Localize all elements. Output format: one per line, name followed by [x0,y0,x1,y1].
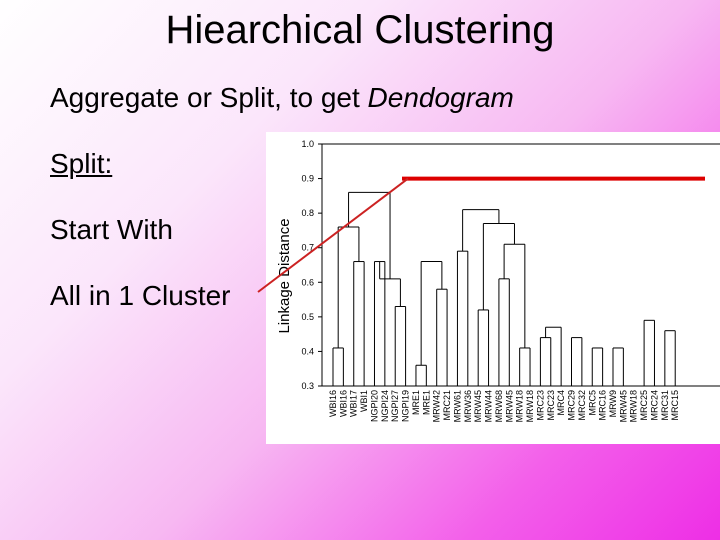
leaf-label: NGPI24 [380,390,390,422]
y-tick-label: 0.5 [301,312,314,322]
y-tick-label: 0.3 [301,381,314,391]
leaf-label: WBI16 [328,390,338,417]
leaf-label: MRW44 [484,390,494,422]
leaf-label: MRW68 [494,390,504,422]
y-tick-label: 0.4 [301,346,314,356]
leaf-label: MRC31 [660,390,670,421]
leaf-label: MRC15 [670,390,680,421]
dendrogram-figure [266,132,720,444]
bullet-all-in-one: All in 1 Cluster [50,280,231,311]
leaf-label: MRC23 [546,390,556,421]
slide-subtitle: Aggregate or Split, to get Dendogram [50,82,514,114]
leaf-label: NGPI27 [390,390,400,422]
leaf-label: MRE1 [421,390,431,415]
bullet-start-with: Start With [50,214,173,245]
y-tick-label: 0.7 [301,243,314,253]
leaf-label: MRW45 [618,390,628,422]
leaf-label: MRW18 [515,390,525,422]
leaf-label: MRW61 [452,390,462,422]
leaf-label: MRC24 [649,390,659,421]
leaf-label: MRW45 [504,390,514,422]
leaf-label: MRW42 [432,390,442,422]
y-tick-label: 1.0 [301,139,314,149]
leaf-label: MRE1 [411,390,421,415]
y-tick-label: 0.9 [301,174,314,184]
leaf-label: WBI16 [338,390,348,417]
leaf-label: MRW9 [608,390,618,417]
y-tick-label: 0.8 [301,208,314,218]
subtitle-emphasis: Dendogram [367,82,514,113]
leaf-label: MRC4 [556,390,566,416]
leaf-label: NGPI20 [369,390,379,422]
bullet-split: Split: [50,148,113,179]
subtitle-text: Aggregate or Split, to get [50,82,368,113]
leaf-label: MRC25 [639,390,649,421]
pointer-line [257,177,409,293]
leaf-label: MRW36 [463,390,473,422]
leaf-label: WBI1 [359,390,369,412]
leaf-label: MRC23 [535,390,545,421]
leaf-label: MRW45 [473,390,483,422]
leaf-label: MRW18 [629,390,639,422]
leaf-label: MRW18 [525,390,535,422]
y-axis-label: Linkage Distance [276,218,293,333]
slide-title: Hiearchical Clustering [165,8,555,52]
leaf-label: MRC32 [577,390,587,421]
y-tick-label: 0.6 [301,277,314,287]
leaf-label: NGPI19 [401,390,411,422]
leaf-label: WBI17 [349,390,359,417]
leaf-label: MRC5 [587,390,597,416]
leaf-label: MRC21 [442,390,452,421]
leaf-label: MRC29 [567,390,577,421]
leaf-label: MRC16 [598,390,608,421]
